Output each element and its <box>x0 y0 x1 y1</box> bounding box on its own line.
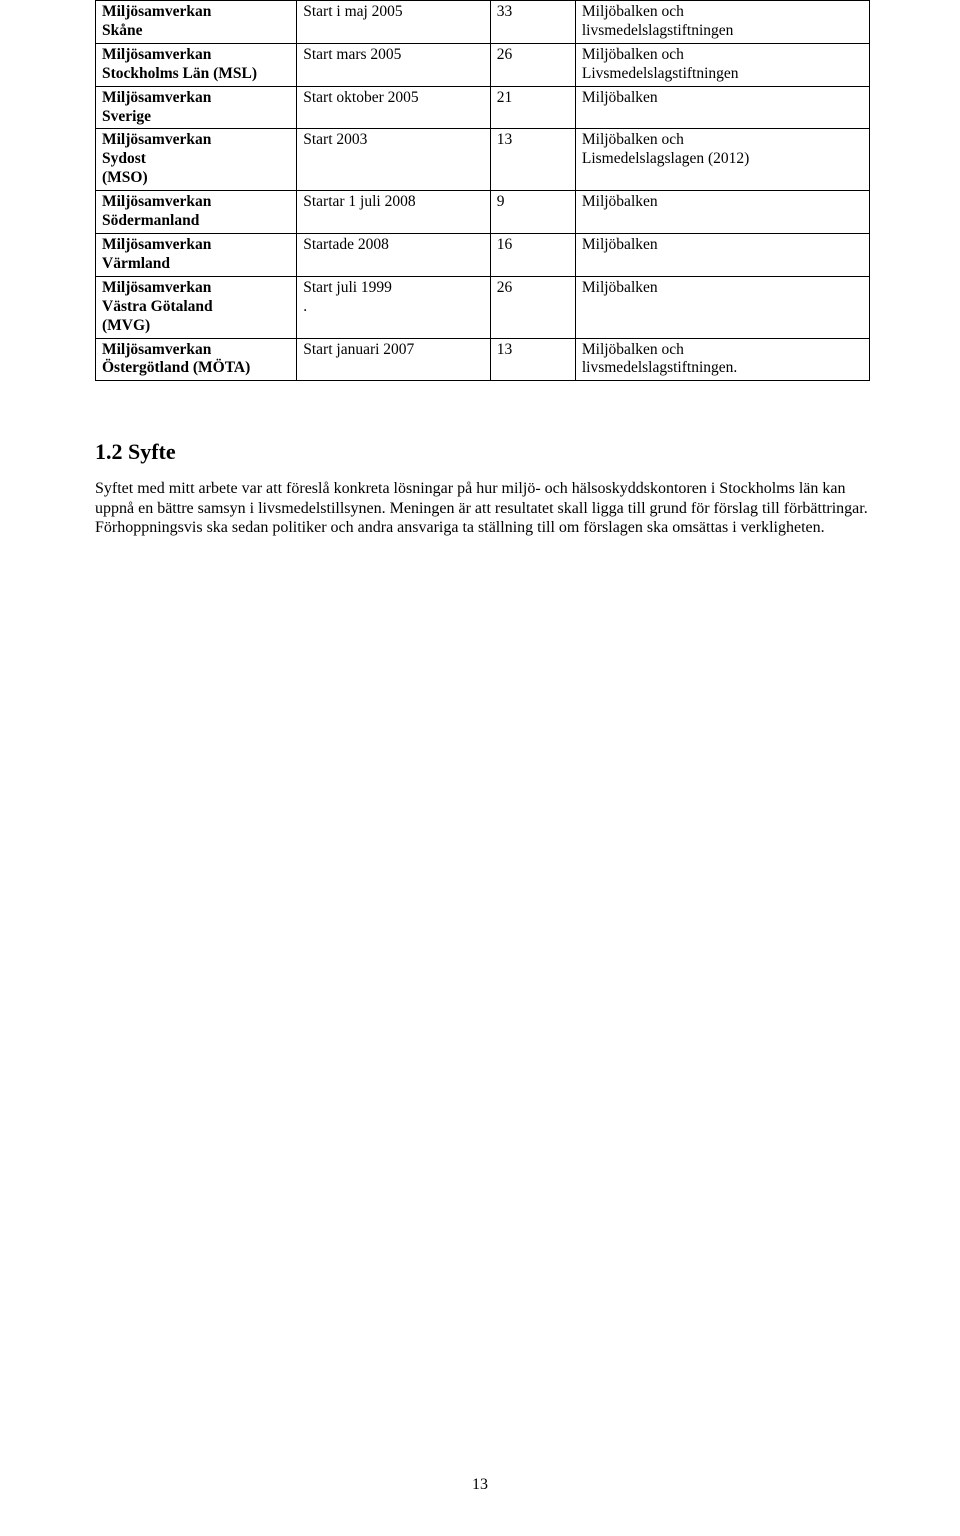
count-cell: 26 <box>490 276 575 338</box>
data-table: Miljösamverkan Skåne Start i maj 2005 33… <box>95 0 870 381</box>
count-cell: 33 <box>490 1 575 44</box>
count-cell: 16 <box>490 233 575 276</box>
org-line: Västra Götaland <box>102 298 213 315</box>
section-paragraph: Syftet med mitt arbete var att föreslå k… <box>95 479 870 538</box>
start-line: Start juli 1999 <box>303 279 392 296</box>
law-line: Miljöbalken <box>582 279 658 296</box>
law-cell: Miljöbalken och livsmedelslagstiftningen <box>575 1 869 44</box>
org-line: Östergötland (MÖTA) <box>102 359 250 376</box>
law-cell: Miljöbalken <box>575 233 869 276</box>
law-line: Miljöbalken <box>582 193 658 210</box>
org-line: (MSO) <box>102 169 148 186</box>
page-number: 13 <box>0 1476 960 1494</box>
law-cell: Miljöbalken och Livsmedelslagstiftningen <box>575 43 869 86</box>
org-cell: Miljösamverkan Östergötland (MÖTA) <box>96 338 297 381</box>
law-cell: Miljöbalken <box>575 86 869 129</box>
law-cell: Miljöbalken <box>575 191 869 234</box>
org-line: Stockholms Län (MSL) <box>102 65 257 82</box>
law-line: livsmedelslagstiftningen. <box>582 359 737 376</box>
table-row: Miljösamverkan Västra Götaland (MVG) Sta… <box>96 276 870 338</box>
page: Miljösamverkan Skåne Start i maj 2005 33… <box>0 0 960 1536</box>
start-line: . <box>303 298 307 315</box>
org-cell: Miljösamverkan Skåne <box>96 1 297 44</box>
start-cell: Start januari 2007 <box>297 338 491 381</box>
org-cell: Miljösamverkan Södermanland <box>96 191 297 234</box>
org-line: Södermanland <box>102 212 199 229</box>
org-line: Miljösamverkan <box>102 341 211 358</box>
table-row: Miljösamverkan Värmland Startade 2008 16… <box>96 233 870 276</box>
table-row: Miljösamverkan Östergötland (MÖTA) Start… <box>96 338 870 381</box>
law-line: Miljöbalken och <box>582 341 684 358</box>
count-cell: 9 <box>490 191 575 234</box>
start-cell: Start oktober 2005 <box>297 86 491 129</box>
law-line: Livsmedelslagstiftningen <box>582 65 739 82</box>
org-cell: Miljösamverkan Sverige <box>96 86 297 129</box>
org-cell: Miljösamverkan Stockholms Län (MSL) <box>96 43 297 86</box>
section-heading: 1.2 Syfte <box>95 439 870 465</box>
org-line: Miljösamverkan <box>102 3 211 20</box>
start-cell: Startar 1 juli 2008 <box>297 191 491 234</box>
start-cell: Startade 2008 <box>297 233 491 276</box>
table-row: Miljösamverkan Södermanland Startar 1 ju… <box>96 191 870 234</box>
law-line: Miljöbalken <box>582 236 658 253</box>
table-row: Miljösamverkan Skåne Start i maj 2005 33… <box>96 1 870 44</box>
start-cell: Start mars 2005 <box>297 43 491 86</box>
count-cell: 13 <box>490 129 575 191</box>
start-cell: Start juli 1999 . <box>297 276 491 338</box>
org-line: Miljösamverkan <box>102 236 211 253</box>
org-line: Miljösamverkan <box>102 46 211 63</box>
law-line: livsmedelslagstiftningen <box>582 22 734 39</box>
law-line: Miljöbalken och <box>582 3 684 20</box>
law-cell: Miljöbalken <box>575 276 869 338</box>
org-line: Sydost <box>102 150 146 167</box>
org-line: Miljösamverkan <box>102 89 211 106</box>
law-cell: Miljöbalken och Lismedelslagslagen (2012… <box>575 129 869 191</box>
count-cell: 26 <box>490 43 575 86</box>
law-line: Miljöbalken och <box>582 131 684 148</box>
org-line: Värmland <box>102 255 170 272</box>
org-line: Miljösamverkan <box>102 131 211 148</box>
org-line: Sverige <box>102 108 151 125</box>
law-line: Miljöbalken och <box>582 46 684 63</box>
start-cell: Start 2003 <box>297 129 491 191</box>
org-line: (MVG) <box>102 317 150 334</box>
org-line: Miljösamverkan <box>102 279 211 296</box>
org-line: Miljösamverkan <box>102 193 211 210</box>
table-row: Miljösamverkan Stockholms Län (MSL) Star… <box>96 43 870 86</box>
org-cell: Miljösamverkan Västra Götaland (MVG) <box>96 276 297 338</box>
table-row: Miljösamverkan Sydost (MSO) Start 2003 1… <box>96 129 870 191</box>
org-cell: Miljösamverkan Värmland <box>96 233 297 276</box>
org-cell: Miljösamverkan Sydost (MSO) <box>96 129 297 191</box>
law-line: Lismedelslagslagen (2012) <box>582 150 749 167</box>
law-cell: Miljöbalken och livsmedelslagstiftningen… <box>575 338 869 381</box>
count-cell: 21 <box>490 86 575 129</box>
start-cell: Start i maj 2005 <box>297 1 491 44</box>
count-cell: 13 <box>490 338 575 381</box>
law-line: Miljöbalken <box>582 89 658 106</box>
org-line: Skåne <box>102 22 143 39</box>
table-row: Miljösamverkan Sverige Start oktober 200… <box>96 86 870 129</box>
